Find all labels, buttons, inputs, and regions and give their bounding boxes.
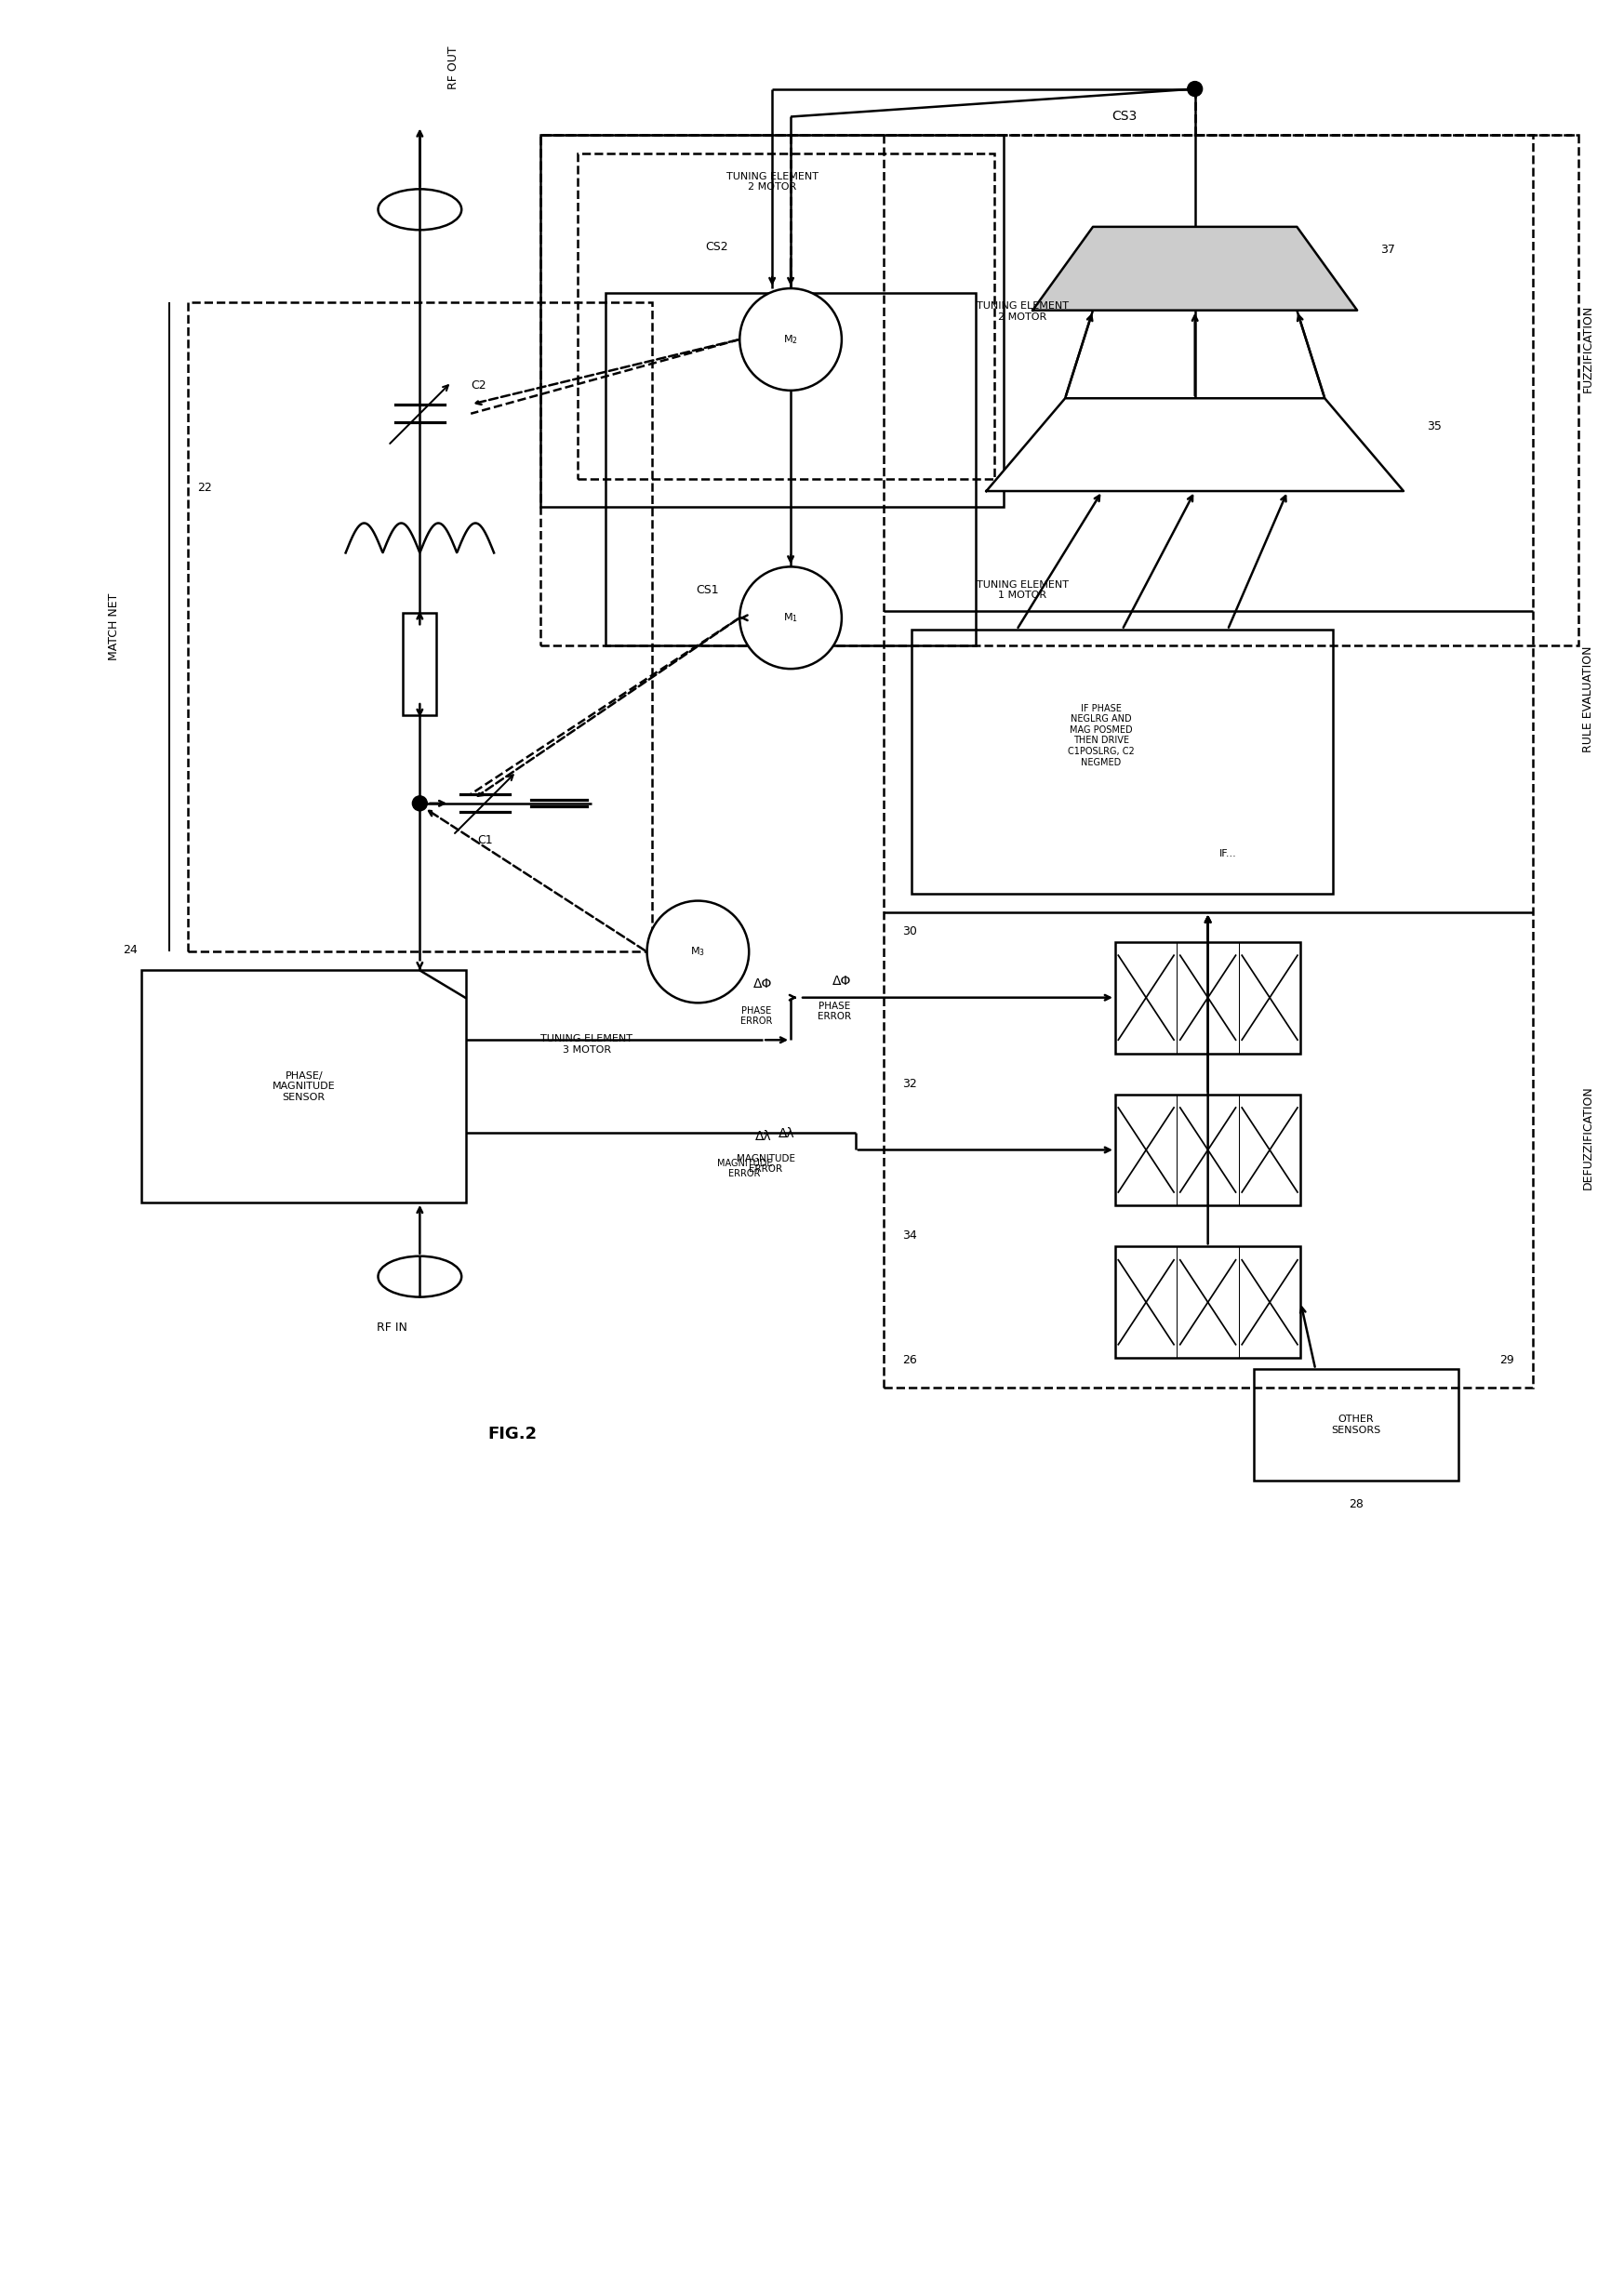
- Text: 26: 26: [901, 1354, 916, 1365]
- Text: 24: 24: [123, 945, 138, 957]
- Bar: [541, 136, 1004, 507]
- Text: TUNING ELEMENT
2 MOTOR: TUNING ELEMENT 2 MOTOR: [976, 302, 1069, 323]
- Text: TUNING ELEMENT
1 MOTOR: TUNING ELEMENT 1 MOTOR: [976, 579, 1069, 600]
- Polygon shape: [986, 398, 1403, 491]
- Polygon shape: [1033, 227, 1358, 311]
- Text: OTHER
SENSORS: OTHER SENSORS: [1332, 1415, 1380, 1436]
- Bar: [1116, 943, 1301, 1054]
- Bar: [141, 970, 466, 1202]
- Text: ΔΦ: ΔΦ: [754, 977, 771, 991]
- Text: PHASE
ERROR: PHASE ERROR: [817, 1002, 851, 1022]
- Text: IF PHASE
NEGLRG AND
MAG POSMED
THEN DRIVE
C1POSLRG, C2
NEGMED: IF PHASE NEGLRG AND MAG POSMED THEN DRIV…: [1067, 704, 1135, 768]
- Text: 28: 28: [1350, 1497, 1364, 1511]
- Bar: [1116, 1095, 1301, 1206]
- Text: 35: 35: [1427, 420, 1442, 432]
- Text: M$_1$: M$_1$: [783, 611, 797, 625]
- Bar: [911, 629, 1333, 893]
- Bar: [883, 136, 1533, 1388]
- Text: 34: 34: [901, 1229, 916, 1243]
- Text: FUZZIFICATION: FUZZIFICATION: [1582, 304, 1595, 393]
- Text: RF IN: RF IN: [377, 1322, 408, 1334]
- Bar: [403, 613, 437, 716]
- Text: CS1: CS1: [695, 584, 719, 595]
- Bar: [541, 136, 1579, 645]
- Bar: [188, 302, 651, 952]
- Bar: [606, 293, 976, 645]
- Circle shape: [646, 900, 749, 1002]
- Text: M$_3$: M$_3$: [690, 945, 705, 959]
- Circle shape: [739, 566, 841, 668]
- Circle shape: [412, 795, 427, 811]
- Text: Δλ: Δλ: [780, 1127, 796, 1141]
- Text: 32: 32: [901, 1077, 916, 1091]
- Text: 22: 22: [197, 482, 213, 493]
- Text: CS3: CS3: [1111, 111, 1137, 123]
- Text: CS2: CS2: [705, 241, 728, 252]
- Bar: [1116, 1247, 1301, 1359]
- Text: DEFUZZIFICATION: DEFUZZIFICATION: [1582, 1086, 1595, 1188]
- Bar: [1254, 1370, 1458, 1481]
- Text: MAGNITUDE
ERROR: MAGNITUDE ERROR: [716, 1159, 771, 1179]
- Text: TUNING ELEMENT
2 MOTOR: TUNING ELEMENT 2 MOTOR: [726, 173, 818, 191]
- Text: MAGNITUDE
ERROR: MAGNITUDE ERROR: [737, 1154, 796, 1175]
- Text: C1: C1: [477, 834, 492, 847]
- Text: M$_2$: M$_2$: [783, 334, 797, 345]
- Text: 30: 30: [901, 925, 916, 938]
- Text: IF...: IF...: [1220, 850, 1236, 859]
- Text: 37: 37: [1380, 243, 1395, 257]
- Text: 29: 29: [1499, 1354, 1514, 1365]
- Text: TUNING ELEMENT
3 MOTOR: TUNING ELEMENT 3 MOTOR: [541, 1034, 633, 1054]
- Text: ΔΦ: ΔΦ: [831, 975, 851, 988]
- Text: FIG.2: FIG.2: [487, 1427, 538, 1443]
- Text: RULE EVALUATION: RULE EVALUATION: [1582, 645, 1595, 752]
- Circle shape: [739, 289, 841, 391]
- Text: Δλ: Δλ: [755, 1129, 771, 1143]
- Text: RF OUT: RF OUT: [448, 45, 460, 89]
- Circle shape: [1187, 82, 1202, 95]
- Bar: [578, 154, 994, 479]
- Text: C2: C2: [471, 379, 486, 391]
- Text: PHASE/
MAGNITUDE
SENSOR: PHASE/ MAGNITUDE SENSOR: [273, 1070, 336, 1102]
- Text: PHASE
ERROR: PHASE ERROR: [741, 1006, 771, 1027]
- Text: MATCH NET: MATCH NET: [107, 593, 120, 661]
